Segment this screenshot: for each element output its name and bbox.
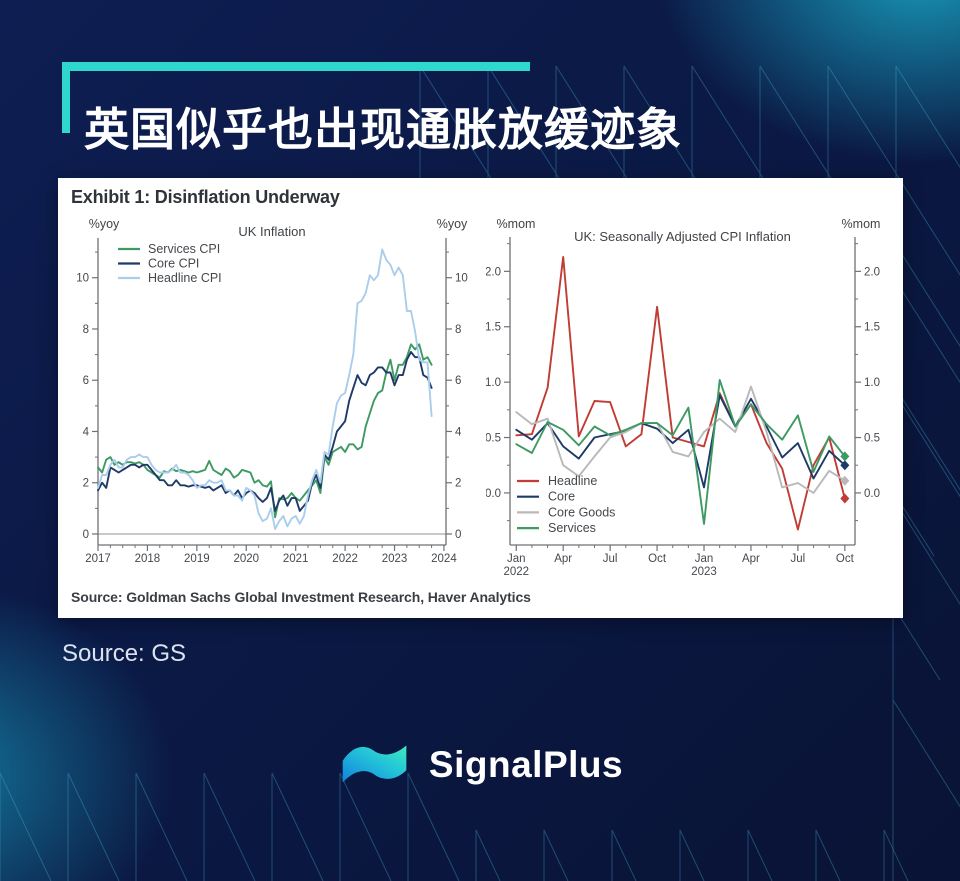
svg-text:2022: 2022 <box>332 553 358 565</box>
svg-text:8: 8 <box>455 324 461 336</box>
svg-text:2017: 2017 <box>85 553 111 565</box>
svg-text:6: 6 <box>83 375 89 387</box>
svg-text:2023: 2023 <box>691 566 717 578</box>
svg-text:UK: Seasonally Adjusted CPI In: UK: Seasonally Adjusted CPI Inflation <box>574 229 791 244</box>
svg-text:Oct: Oct <box>648 553 667 565</box>
svg-text:10: 10 <box>76 273 89 285</box>
svg-text:%mom: %mom <box>497 217 536 231</box>
page-title: 英国似乎也出现通胀放缓迹象 <box>84 104 683 156</box>
svg-text:2.0: 2.0 <box>486 266 501 278</box>
svg-text:4: 4 <box>455 426 462 438</box>
svg-text:0.0: 0.0 <box>486 488 501 500</box>
exhibit-panel: Exhibit 1: Disinflation Underway 0 0 2 2 4 4 6… <box>58 178 903 618</box>
svg-text:1.5: 1.5 <box>864 322 880 334</box>
svg-text:Core CPI: Core CPI <box>148 257 199 271</box>
svg-text:Jul: Jul <box>603 553 618 565</box>
svg-text:1.5: 1.5 <box>486 322 501 334</box>
right-chart-uk-sa-cpi: 0.0 0.00.5 0.51.0 1.01.5 1.52.0 2.0Jan2022Apr… <box>486 217 881 578</box>
svg-text:Jan: Jan <box>507 553 526 565</box>
svg-text:4: 4 <box>83 426 90 438</box>
svg-text:2020: 2020 <box>233 553 259 565</box>
title-accent-bar-vertical <box>62 62 70 133</box>
svg-text:Apr: Apr <box>742 553 760 565</box>
svg-text:1.0: 1.0 <box>864 377 880 389</box>
exhibit-title: Exhibit 1: Disinflation Underway <box>71 187 340 207</box>
wave-logo-icon <box>342 745 407 783</box>
svg-text:%yoy: %yoy <box>89 217 120 231</box>
left-chart-uk-inflation: 0 0 2 2 4 4 6 6 8 8 10 10 2017 2018 2019 2020 2021 2022 20… <box>76 217 468 565</box>
svg-text:%yoy: %yoy <box>437 217 468 231</box>
svg-text:%mom: %mom <box>842 217 881 231</box>
svg-text:0.5: 0.5 <box>864 433 880 445</box>
svg-text:2: 2 <box>455 478 461 490</box>
svg-text:Core: Core <box>548 490 575 504</box>
svg-text:Core Goods: Core Goods <box>548 505 615 519</box>
svg-text:Headline: Headline <box>548 474 597 488</box>
brand-name: SignalPlus <box>428 743 624 785</box>
brand-logo: SignalPlus <box>0 735 960 794</box>
svg-text:Apr: Apr <box>554 553 572 565</box>
svg-text:0.0: 0.0 <box>864 488 880 500</box>
svg-text:0: 0 <box>83 529 89 541</box>
svg-text:2024: 2024 <box>431 553 457 565</box>
svg-text:Services CPI: Services CPI <box>148 242 220 256</box>
title-accent-bar-horizontal <box>62 62 530 71</box>
svg-text:Oct: Oct <box>836 553 855 565</box>
svg-text:2: 2 <box>83 478 89 490</box>
svg-text:Jan: Jan <box>695 553 714 565</box>
svg-text:Services: Services <box>548 521 596 535</box>
svg-text:Jul: Jul <box>791 553 806 565</box>
svg-text:1.0: 1.0 <box>486 377 501 389</box>
svg-text:2019: 2019 <box>184 553 210 565</box>
svg-text:2022: 2022 <box>503 566 529 578</box>
svg-text:10: 10 <box>455 273 468 285</box>
svg-text:UK Inflation: UK Inflation <box>238 224 305 239</box>
svg-text:6: 6 <box>455 375 461 387</box>
svg-text:2023: 2023 <box>382 553 408 565</box>
svg-text:2021: 2021 <box>283 553 309 565</box>
panel-source-note: Source: Goldman Sachs Global Investment … <box>71 589 531 605</box>
svg-text:2018: 2018 <box>135 553 161 565</box>
svg-text:Headline CPI: Headline CPI <box>148 271 222 285</box>
svg-text:0.5: 0.5 <box>486 433 501 445</box>
source-note: Source: GS <box>62 640 187 667</box>
svg-text:2.0: 2.0 <box>864 266 880 278</box>
svg-text:0: 0 <box>455 529 461 541</box>
svg-text:8: 8 <box>83 324 89 336</box>
